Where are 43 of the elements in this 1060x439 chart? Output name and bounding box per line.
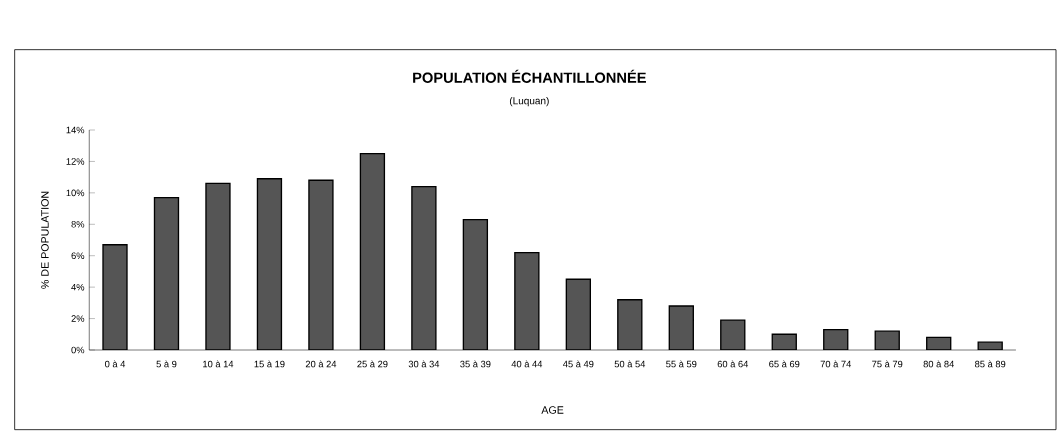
x-tick-label: 35 à 39	[460, 360, 491, 368]
x-tick-label: 45 à 49	[562, 360, 594, 368]
x-tick-label: 0 à 4	[104, 360, 126, 368]
bar	[411, 185, 437, 350]
x-tick-label: 80 à 84	[923, 360, 954, 368]
bar	[565, 278, 592, 350]
bar	[668, 305, 694, 350]
chart-subtitle: (Luquan)	[509, 97, 549, 107]
chart-title: POPULATION ÉCHANTILLONNÉE	[413, 69, 646, 83]
x-tick-label: 75 à 79	[872, 360, 903, 368]
x-tick-label: 20 à 24	[305, 360, 337, 368]
y-tick-label: 14%	[66, 126, 85, 134]
y-axis-title: % DE POPULATION	[41, 191, 49, 289]
y-tick-label: 12%	[66, 158, 85, 165]
y-tick-label: 0%	[71, 346, 85, 354]
x-tick-label: 5 à 9	[156, 360, 177, 368]
x-tick-label: 60 à 64	[717, 360, 749, 368]
x-tick-label: 85 à 89	[975, 360, 1006, 368]
x-tick-label: 15 à 19	[254, 360, 285, 368]
y-tick-label: 2%	[71, 315, 85, 322]
y-tick-label: 8%	[71, 220, 85, 228]
bar	[205, 182, 231, 350]
x-tick-label: 30 à 34	[408, 360, 440, 368]
y-tick-label: 4%	[71, 283, 85, 291]
bar	[462, 218, 489, 350]
bar	[102, 244, 128, 350]
y-tick-label: 6%	[71, 252, 85, 260]
bar	[617, 299, 643, 350]
bar	[256, 178, 283, 350]
x-tick-label: 40 à 44	[511, 360, 543, 368]
bar	[153, 196, 180, 350]
x-tick-label: 65 à 69	[769, 360, 800, 368]
x-tick-label: 10 à 14	[203, 360, 234, 368]
bar	[514, 251, 540, 350]
x-tick-label: 55 à 59	[666, 360, 697, 368]
x-tick-label: 50 à 54	[614, 360, 646, 368]
x-axis-title: AGE	[541, 406, 564, 414]
y-tick-label: 10%	[66, 189, 85, 197]
x-tick-label: 70 à 74	[820, 360, 852, 368]
bar	[359, 152, 386, 350]
bar	[308, 179, 334, 350]
bar	[720, 319, 746, 350]
x-tick-label: 25 à 29	[357, 360, 388, 368]
